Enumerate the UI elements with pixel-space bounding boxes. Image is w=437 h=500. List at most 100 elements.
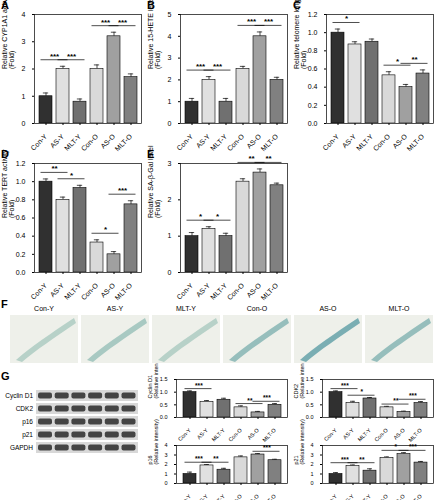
svg-text:Con-Y: Con-Y	[323, 427, 339, 443]
svg-text:5: 5	[168, 11, 172, 18]
svg-text:0.8: 0.8	[308, 47, 318, 54]
svg-text:**: **	[393, 397, 399, 404]
svg-text:***: ***	[263, 394, 271, 401]
svg-text:1.0: 1.0	[16, 178, 26, 185]
svg-text:MLT-Y: MLT-Y	[211, 427, 227, 443]
svg-text:***: ***	[118, 18, 128, 27]
svg-text:3: 3	[168, 54, 172, 61]
svg-text:MLT-Y: MLT-Y	[176, 305, 196, 312]
svg-text:0.0: 0.0	[306, 414, 314, 420]
svg-text:***: ***	[263, 444, 271, 451]
svg-text:Relative 15-HETE level(Fold): Relative 15-HETE level(Fold)	[147, 0, 162, 69]
svg-text:MLT-Y: MLT-Y	[63, 281, 82, 300]
svg-text:MLT-O: MLT-O	[261, 427, 277, 443]
svg-text:0.4: 0.4	[16, 232, 26, 239]
svg-text:4: 4	[310, 442, 313, 448]
svg-text:1.5: 1.5	[306, 376, 314, 382]
svg-text:Con-Y: Con-Y	[29, 132, 48, 151]
svg-text:AS-O: AS-O	[392, 427, 406, 441]
svg-text:CDK2: CDK2	[16, 405, 34, 412]
svg-text:**: **	[213, 455, 219, 462]
svg-text:4: 4	[22, 11, 26, 18]
svg-text:2: 2	[22, 65, 26, 72]
svg-text:AS-O: AS-O	[392, 493, 406, 500]
svg-text:1: 1	[22, 92, 26, 99]
svg-text:MLT-O: MLT-O	[407, 493, 423, 500]
svg-text:AS-Y: AS-Y	[196, 493, 210, 500]
svg-text:0.0: 0.0	[160, 414, 168, 420]
svg-text:0.2: 0.2	[16, 251, 26, 258]
svg-text:Con-O: Con-O	[372, 132, 392, 152]
svg-text:MLT-O: MLT-O	[260, 281, 280, 301]
svg-text:Relative CYP1A1 activity(Fold): Relative CYP1A1 activity(Fold)	[1, 0, 16, 69]
svg-text:***: ***	[341, 382, 349, 389]
svg-text:0: 0	[22, 120, 26, 127]
svg-text:Con-Y: Con-Y	[175, 132, 194, 151]
svg-text:MLT-Y: MLT-Y	[211, 493, 227, 500]
svg-text:0.6: 0.6	[16, 214, 26, 221]
svg-text:Con-O: Con-O	[226, 132, 246, 152]
svg-text:p21(Relative intensity): p21(Relative intensity)	[293, 419, 305, 464]
svg-text:1: 1	[168, 98, 172, 105]
svg-text:*: *	[396, 57, 400, 66]
svg-text:*: *	[216, 212, 220, 221]
svg-text:Con-O: Con-O	[226, 281, 246, 301]
svg-text:MLT-O: MLT-O	[114, 281, 134, 301]
svg-text:1.2: 1.2	[16, 160, 26, 167]
svg-text:**: **	[265, 154, 272, 163]
svg-text:Con-O: Con-O	[247, 305, 268, 312]
svg-text:MLT-O: MLT-O	[261, 493, 277, 500]
svg-text:MLT-Y: MLT-Y	[357, 493, 373, 500]
svg-text:1.0: 1.0	[160, 389, 168, 395]
svg-text:***: ***	[409, 392, 417, 399]
svg-text:Con-Y: Con-Y	[29, 281, 48, 300]
svg-text:Relative telomere length(Fold): Relative telomere length(Fold)	[293, 0, 308, 69]
svg-text:1: 1	[168, 232, 172, 239]
svg-text:Con-O: Con-O	[80, 281, 100, 301]
svg-text:2: 2	[310, 461, 313, 467]
svg-text:***: ***	[195, 455, 203, 462]
svg-text:AS-Y: AS-Y	[342, 493, 356, 500]
svg-text:MLT-O: MLT-O	[407, 427, 423, 443]
svg-text:Con-Y: Con-Y	[323, 493, 339, 500]
svg-text:0: 0	[168, 120, 172, 127]
svg-text:1: 1	[164, 471, 167, 477]
svg-text:***: ***	[409, 443, 417, 450]
svg-text:Con-O: Con-O	[373, 427, 389, 443]
svg-text:*: *	[395, 443, 398, 450]
svg-text:2: 2	[168, 76, 172, 83]
svg-text:Con-Y: Con-Y	[321, 132, 340, 151]
svg-text:0.4: 0.4	[308, 83, 318, 90]
svg-text:*: *	[70, 171, 74, 180]
svg-text:Con-O: Con-O	[227, 493, 243, 500]
svg-text:MLT-Y: MLT-Y	[355, 132, 374, 151]
svg-text:3: 3	[168, 160, 172, 167]
svg-text:*: *	[361, 388, 364, 395]
svg-text:*: *	[199, 212, 203, 221]
svg-text:3: 3	[22, 38, 26, 45]
svg-text:1.2: 1.2	[308, 11, 318, 18]
svg-text:MLT-Y: MLT-Y	[209, 132, 228, 151]
svg-text:1: 1	[310, 471, 313, 477]
svg-text:0.5: 0.5	[160, 402, 168, 408]
svg-text:p16: p16	[22, 418, 33, 426]
svg-text:**: **	[248, 154, 255, 163]
svg-text:***: ***	[341, 456, 349, 463]
svg-text:1.0: 1.0	[308, 29, 318, 36]
svg-text:MLT-Y: MLT-Y	[357, 427, 373, 443]
svg-text:Con-Y: Con-Y	[34, 305, 54, 312]
svg-text:***: ***	[67, 52, 77, 61]
svg-text:**: **	[247, 397, 253, 404]
svg-text:4: 4	[168, 33, 172, 40]
svg-text:3: 3	[164, 452, 167, 458]
svg-text:0.5: 0.5	[306, 402, 314, 408]
svg-text:MLT-O: MLT-O	[114, 132, 134, 152]
svg-text:2: 2	[164, 461, 167, 467]
svg-text:Cyclin D1: Cyclin D1	[5, 392, 33, 400]
svg-text:1.5: 1.5	[160, 376, 168, 382]
svg-text:1.0: 1.0	[306, 389, 314, 395]
svg-text:Con-Y: Con-Y	[177, 493, 193, 500]
svg-text:0: 0	[164, 480, 167, 486]
svg-text:MLT-Y: MLT-Y	[63, 132, 82, 151]
svg-text:0: 0	[168, 269, 172, 276]
